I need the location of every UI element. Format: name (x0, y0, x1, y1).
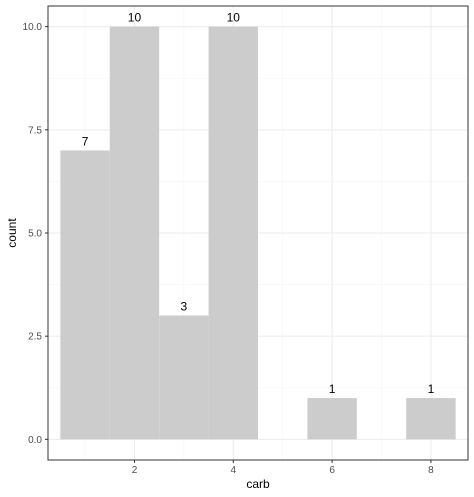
y-tick-label: 0.0 (28, 435, 42, 446)
x-axis-ticks: 2 4 6 8 (132, 460, 434, 476)
bar-carb-8 (406, 398, 456, 440)
y-tick-label: 2.5 (28, 332, 42, 343)
data-label-carb-8: 1 (428, 382, 435, 396)
data-label-carb-3: 3 (181, 300, 188, 314)
data-label-carb-1: 7 (82, 134, 89, 148)
y-tick-label: 7.5 (28, 125, 42, 136)
data-label-carb-4: 10 (227, 11, 241, 25)
y-tick-label: 10.0 (23, 22, 43, 33)
x-tick-label: 2 (132, 465, 138, 476)
x-tick-label: 6 (329, 465, 335, 476)
bars (60, 26, 456, 440)
y-axis-title: count (5, 218, 19, 248)
data-label-carb-2: 10 (128, 11, 142, 25)
x-axis-title: carb (246, 477, 270, 491)
y-tick-label: 5.0 (28, 229, 42, 240)
data-labels: 7 10 3 10 1 1 (82, 11, 435, 396)
x-tick-label: 4 (231, 465, 237, 476)
x-tick-label: 8 (428, 465, 434, 476)
bar-carb-2 (109, 26, 160, 440)
bar-carb-1 (60, 150, 110, 440)
y-axis-ticks: 0.0 2.5 5.0 7.5 10.0 (23, 22, 48, 446)
bar-carb-3 (159, 315, 209, 440)
data-label-carb-6: 1 (329, 382, 336, 396)
bar-carb-4 (208, 26, 258, 440)
bar-carb-6 (307, 398, 357, 440)
